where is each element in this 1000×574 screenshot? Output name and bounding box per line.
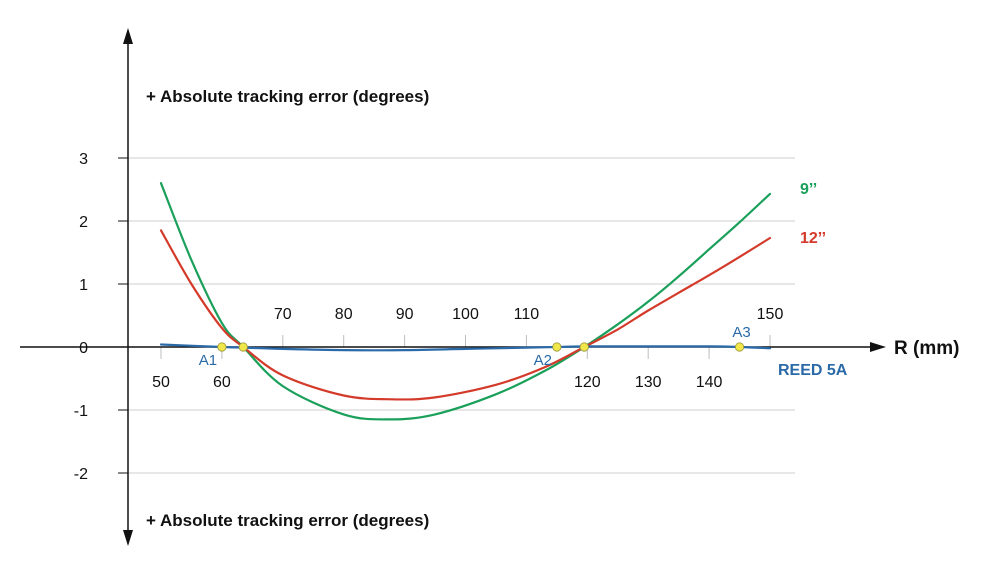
title-top: + Absolute tracking error (degrees) xyxy=(146,87,429,106)
intersection-points: A1 A2 A3 xyxy=(199,324,751,369)
x-axis-arrow xyxy=(870,342,886,352)
y-axis-arrow-down xyxy=(123,530,133,546)
y-tick-label: 0 xyxy=(79,340,88,357)
series-label-2: REED 5A xyxy=(778,362,848,379)
intersection-point xyxy=(579,342,589,352)
y-tick-label: -1 xyxy=(74,403,88,420)
y-tick-label: -2 xyxy=(74,466,88,483)
y-axis-arrow-up xyxy=(123,28,133,44)
series-line-0 xyxy=(159,182,772,421)
title-bottom: + Absolute tracking error (degrees) xyxy=(146,511,429,530)
y-tick-label: 1 xyxy=(79,277,88,294)
intersection-point xyxy=(217,342,227,352)
series-lines xyxy=(159,182,772,421)
x-tick-label: 120 xyxy=(574,374,601,391)
y-tick-label: 2 xyxy=(79,214,88,231)
x-tick-label: 60 xyxy=(213,374,231,391)
x-tick-label: 50 xyxy=(152,374,170,391)
x-tick-label: 100 xyxy=(452,306,479,323)
point-label: A1 xyxy=(199,352,217,369)
x-tick-label: 90 xyxy=(396,306,414,323)
x-tick-label: 80 xyxy=(335,306,353,323)
point-label: A3 xyxy=(732,324,750,341)
series-labels: 9’’ 12’’ REED 5A xyxy=(778,181,848,379)
series-line-1 xyxy=(159,229,772,401)
series-label-0: 9’’ xyxy=(800,181,817,198)
tick-labels: 3 2 1 0 -1 -2 70 80 90 100 110 150 50 60 120 130 140 xyxy=(74,151,784,483)
y-tick-label: 3 xyxy=(79,151,88,168)
intersection-point xyxy=(734,342,745,352)
x-tick-label: 70 xyxy=(274,306,292,323)
intersection-point xyxy=(552,342,562,352)
x-tick-label: 140 xyxy=(696,374,723,391)
series-label-1: 12’’ xyxy=(800,230,826,247)
x-axis-label: R (mm) xyxy=(894,338,959,359)
x-tick-label: 150 xyxy=(757,306,784,323)
x-tick-label: 130 xyxy=(635,374,662,391)
grid-lines xyxy=(118,157,795,474)
point-label: A2 xyxy=(534,352,552,369)
x-tick-label: 110 xyxy=(514,306,540,323)
intersection-point xyxy=(238,342,248,352)
